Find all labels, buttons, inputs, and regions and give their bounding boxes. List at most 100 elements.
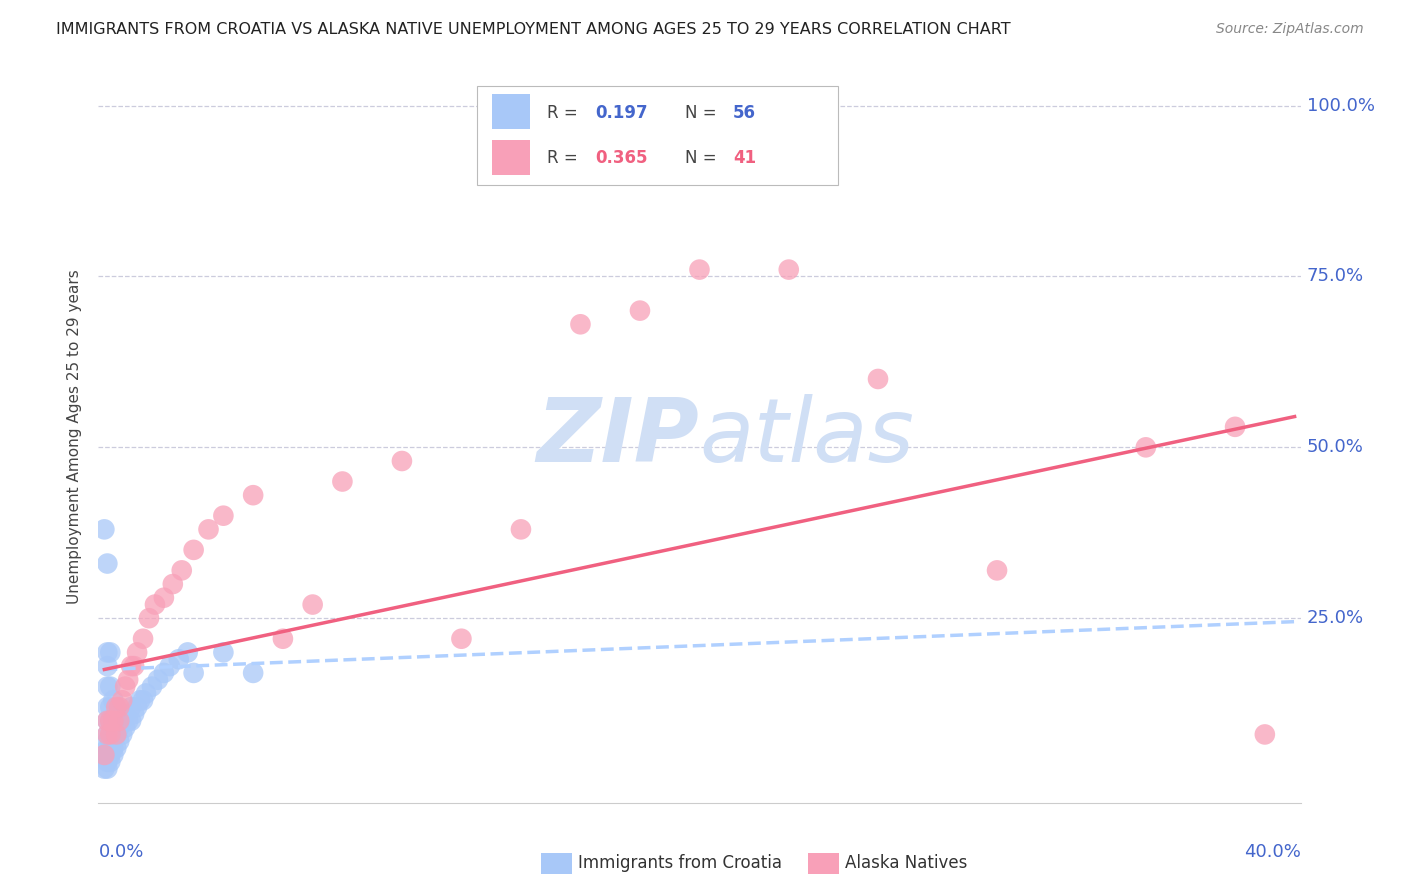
Point <box>98 714 121 728</box>
Text: 41: 41 <box>733 149 756 167</box>
Text: R =: R = <box>547 149 583 167</box>
Point <box>122 706 145 721</box>
Point <box>96 734 118 748</box>
Point <box>103 714 125 728</box>
Point <box>96 762 118 776</box>
Point <box>242 665 264 680</box>
Point <box>183 665 205 680</box>
Point <box>271 632 294 646</box>
Point <box>129 693 152 707</box>
Text: 50.0%: 50.0% <box>1306 438 1364 457</box>
Point <box>105 700 128 714</box>
Point <box>212 645 235 659</box>
Text: 0.0%: 0.0% <box>98 843 143 861</box>
Point <box>117 673 139 687</box>
Point <box>96 645 118 659</box>
Point <box>111 714 134 728</box>
Bar <box>492 95 530 129</box>
Point <box>114 680 136 694</box>
Text: IMMIGRANTS FROM CROATIA VS ALASKA NATIVE UNEMPLOYMENT AMONG AGES 25 TO 29 YEARS : IMMIGRANTS FROM CROATIA VS ALASKA NATIVE… <box>56 22 1011 37</box>
Point <box>391 454 413 468</box>
Point <box>96 727 118 741</box>
Point <box>98 700 121 714</box>
Point <box>866 372 889 386</box>
Point <box>212 508 235 523</box>
Point <box>103 693 125 707</box>
Point <box>122 659 145 673</box>
Text: Immigrants from Croatia: Immigrants from Croatia <box>578 855 782 872</box>
Point <box>242 488 264 502</box>
Point <box>127 645 149 659</box>
Point <box>96 747 118 762</box>
Point <box>153 591 176 605</box>
Point <box>108 734 131 748</box>
Point <box>108 714 131 728</box>
Point <box>114 706 136 721</box>
Point <box>103 727 125 741</box>
Point <box>986 563 1008 577</box>
FancyBboxPatch shape <box>477 86 838 185</box>
Point <box>105 727 128 741</box>
Text: Source: ZipAtlas.com: Source: ZipAtlas.com <box>1216 22 1364 37</box>
Point <box>114 721 136 735</box>
Point <box>105 741 128 756</box>
Point <box>98 727 121 741</box>
Point <box>98 741 121 756</box>
Point <box>510 522 533 536</box>
Point <box>93 747 115 762</box>
Point <box>120 714 142 728</box>
Point <box>103 747 125 762</box>
Point <box>111 693 134 707</box>
Point <box>778 262 800 277</box>
Point <box>108 706 131 721</box>
Point <box>93 762 115 776</box>
Point <box>105 714 128 728</box>
Point <box>138 611 160 625</box>
Point <box>183 542 205 557</box>
Point <box>96 659 118 673</box>
Point <box>569 318 592 332</box>
Text: 0.197: 0.197 <box>595 103 648 121</box>
Text: 56: 56 <box>733 103 756 121</box>
Text: atlas: atlas <box>699 394 914 480</box>
Point <box>170 563 193 577</box>
Point <box>98 680 121 694</box>
Point <box>688 262 710 277</box>
Point <box>93 522 115 536</box>
Point <box>120 700 142 714</box>
Point <box>96 727 118 741</box>
Point <box>96 557 118 571</box>
Point <box>332 475 354 489</box>
Point <box>98 734 121 748</box>
Point <box>176 645 198 659</box>
Point <box>98 727 121 741</box>
Text: N =: N = <box>685 149 721 167</box>
Point <box>93 747 115 762</box>
Point <box>98 645 121 659</box>
Point <box>105 727 128 741</box>
Text: N =: N = <box>685 103 721 121</box>
Point <box>1254 727 1277 741</box>
Point <box>98 714 121 728</box>
Point <box>141 680 163 694</box>
Text: 40.0%: 40.0% <box>1244 843 1301 861</box>
Point <box>96 680 118 694</box>
Point <box>135 686 157 700</box>
Point <box>96 700 118 714</box>
Point <box>98 755 121 769</box>
Point <box>450 632 472 646</box>
Point <box>1135 440 1157 454</box>
Y-axis label: Unemployment Among Ages 25 to 29 years: Unemployment Among Ages 25 to 29 years <box>67 269 83 605</box>
Bar <box>492 140 530 175</box>
Point <box>143 598 166 612</box>
Point <box>103 741 125 756</box>
Point <box>301 598 323 612</box>
Point <box>132 632 155 646</box>
Text: 75.0%: 75.0% <box>1306 268 1364 285</box>
Point <box>146 673 169 687</box>
Point <box>111 727 134 741</box>
Point <box>167 652 190 666</box>
Point <box>1223 420 1246 434</box>
Point <box>108 700 131 714</box>
Text: Alaska Natives: Alaska Natives <box>845 855 967 872</box>
